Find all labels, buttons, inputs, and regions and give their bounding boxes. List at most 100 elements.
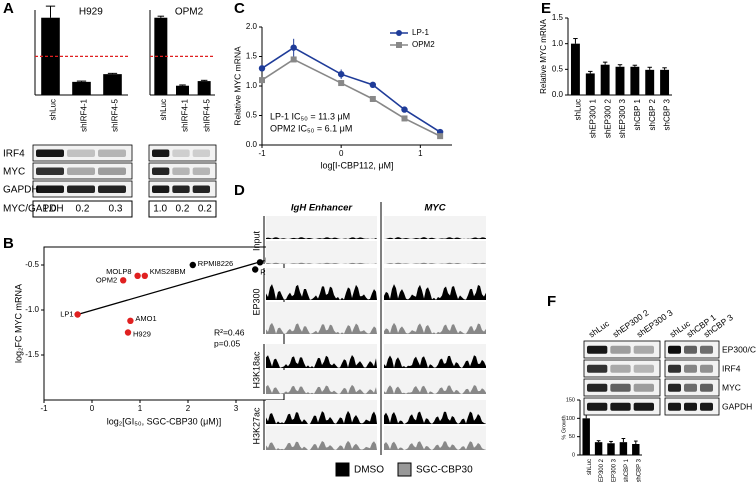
y-tick-label: -0.5 — [25, 260, 39, 269]
blot-band — [684, 383, 697, 392]
point-label: KMS28BM — [150, 267, 186, 276]
bar — [103, 74, 122, 95]
legend-label: SGC-CBP30 — [416, 465, 473, 476]
bar — [582, 418, 590, 455]
x-tick-label: shIRF4-5 — [202, 98, 211, 131]
data-point — [369, 81, 377, 89]
blot-band — [668, 364, 681, 373]
x-tick-label: shIRF4-1 — [181, 98, 190, 131]
panel-label: F — [547, 293, 556, 310]
blot-band — [192, 185, 210, 194]
blot-row-label: IRF4 — [722, 363, 741, 373]
data-point — [258, 65, 266, 72]
x-tick-label: -1 — [258, 149, 266, 158]
x-tick-label: 1 — [138, 404, 143, 413]
data-point — [401, 106, 408, 113]
y-tick-label: 0.5 — [246, 111, 258, 120]
data-point — [74, 311, 81, 318]
data-point — [127, 317, 134, 324]
annotation: R²=0.46 — [214, 327, 245, 337]
x-tick-label: shCBP 2 — [648, 98, 657, 130]
bar — [660, 69, 670, 95]
y-axis-label: Relative MYC mRNA — [539, 19, 548, 94]
data-point — [437, 133, 444, 140]
x-tick-label: shEP300 2 — [603, 98, 612, 138]
quant-value: 1.0 — [43, 204, 57, 215]
track-signal — [266, 440, 377, 450]
bar — [585, 73, 595, 95]
blot-band — [587, 383, 608, 392]
x-tick-label: shLuc — [159, 99, 168, 120]
track-signal — [266, 237, 377, 239]
x-tick-label: 2 — [186, 404, 191, 413]
bar — [570, 43, 580, 95]
chart-title: H929 — [79, 7, 103, 18]
trend-line — [77, 259, 265, 316]
track-row-label: EP300 — [251, 288, 261, 315]
data-point — [120, 277, 127, 284]
y-axis-label: Relative MYC mRNA — [232, 46, 242, 126]
legend-swatch — [335, 462, 350, 477]
blot-band — [684, 364, 697, 373]
x-tick-label: shCBP 1 — [624, 458, 630, 482]
bar — [72, 81, 91, 95]
data-point — [369, 95, 376, 102]
y-tick-label: 2.0 — [246, 22, 258, 31]
blot-band — [36, 149, 64, 158]
track-signal — [384, 411, 486, 424]
x-tick-label: shCBP 3 — [663, 98, 672, 130]
track-bg — [266, 216, 377, 239]
y-tick-label: 0.0 — [246, 140, 258, 149]
bar — [594, 442, 603, 455]
data-point — [256, 259, 264, 266]
blot-band — [172, 185, 190, 194]
y-tick-label: 1.0 — [246, 81, 258, 90]
bar — [645, 69, 655, 95]
x-tick-label: shEP300 2 — [599, 458, 605, 482]
data-point — [124, 329, 132, 336]
point-label: RPMI8226 — [198, 259, 233, 268]
bar — [615, 66, 625, 95]
track-signal — [266, 284, 377, 300]
blot-band — [587, 402, 608, 411]
track-signal — [266, 354, 377, 368]
x-tick-label: shIRF4-1 — [80, 98, 89, 131]
bar — [619, 442, 628, 455]
blot-band — [36, 185, 64, 194]
x-tick-label: 1 — [418, 149, 423, 158]
track-column-title: IgH Enhancer — [291, 203, 354, 214]
data-point — [290, 56, 297, 63]
track-row-label: H3K18ac — [251, 351, 261, 389]
y-axis-label: log₂FC MYC mRNA — [13, 284, 23, 363]
track-signal — [384, 322, 486, 334]
track-signal — [384, 441, 486, 450]
blot-row-label: MYC — [3, 167, 25, 178]
blot-band — [98, 167, 126, 176]
blot-row-label: GAPDH — [3, 185, 39, 196]
blot-band — [633, 364, 654, 373]
y-tick-label: 50 — [569, 434, 575, 440]
y-tick-label: 0 — [572, 452, 575, 458]
quant-box — [32, 200, 133, 218]
y-tick-label: -1.0 — [25, 305, 39, 314]
blot-band — [67, 185, 95, 194]
y-tick-label: 1.5 — [246, 52, 258, 61]
data-point — [252, 266, 259, 273]
blot-panel — [583, 340, 661, 359]
annotation: OPM2 IC₅₀ = 6.1 μM — [270, 123, 352, 133]
lane-label: shLuc — [587, 318, 612, 340]
track-signal — [384, 385, 486, 394]
track-signal — [384, 237, 486, 239]
y-tick-label: 1.0 — [552, 39, 564, 48]
blot-band — [700, 364, 713, 373]
x-tick-label: shIRF4-5 — [111, 98, 120, 131]
x-axis-label: log[I-CBP112, μM] — [320, 160, 393, 170]
blot-row-label: EP300/CBP — [722, 344, 756, 354]
blot-panel — [583, 359, 661, 378]
panel-label: B — [3, 235, 14, 252]
blot-band — [152, 167, 170, 176]
track-row-label: H3K27ac — [251, 407, 261, 445]
blot-band — [633, 345, 654, 354]
blot-band — [668, 402, 681, 411]
